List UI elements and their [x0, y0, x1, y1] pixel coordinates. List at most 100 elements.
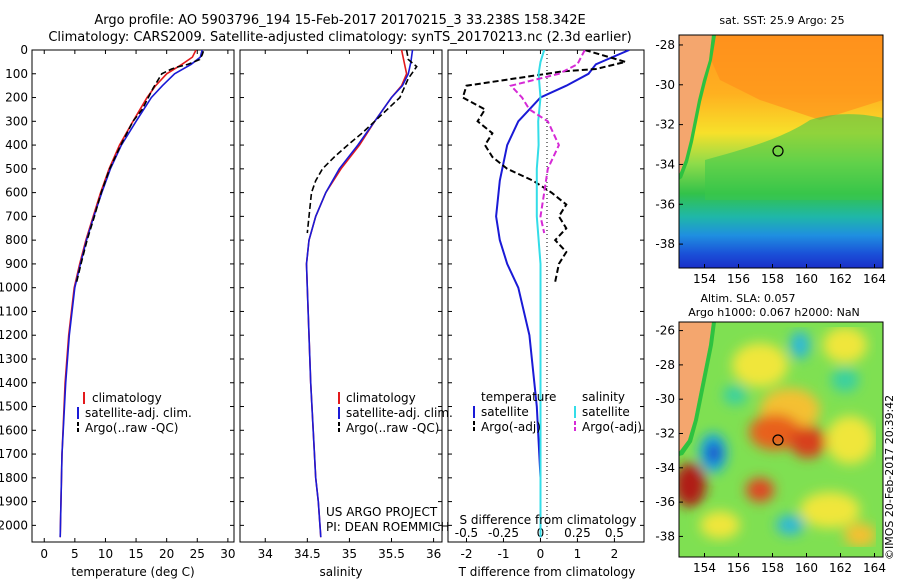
temperature-panel: 0100200300400500600700800900100011001200…	[0, 43, 644, 579]
map-x-tick-label: 158	[761, 272, 784, 286]
series-line-salinity-argo-adj-	[509, 50, 586, 234]
map-y-tick-label: -30	[655, 78, 675, 92]
salinity-x-ticks: 34 34.5 35 35.5 36	[258, 50, 441, 561]
map-y-tick-label: -36	[655, 197, 675, 211]
legend-label-sal-satellite: satellite	[582, 405, 630, 419]
x-tick-label: 10	[98, 547, 113, 561]
x-tick-label: 34	[258, 547, 273, 561]
figure-title-line1: Argo profile: AO 5903796_194 15-Feb-2017…	[94, 13, 585, 28]
x-tick-label: -1	[497, 547, 509, 561]
salinity-axes-frame	[239, 49, 443, 543]
y-tick-label: 1900	[0, 495, 28, 509]
credit-project: US ARGO PROJECT	[326, 505, 438, 519]
x-tick-label: 0	[40, 547, 48, 561]
legend-title-salinity: salinity	[582, 390, 625, 404]
legend-title-temperature: temperature	[481, 390, 556, 404]
map-y-tick-label: -30	[655, 392, 675, 406]
sla-eddy	[776, 515, 804, 535]
y-tick-label: 1500	[0, 400, 28, 414]
series-line-salinity-satellite	[535, 50, 546, 538]
map-x-tick-label: 154	[693, 561, 716, 575]
y-tick-label: 1200	[0, 328, 28, 342]
difference-series	[461, 50, 630, 538]
sla-eddies	[679, 327, 876, 547]
series-line-temperature-argo-adj-	[461, 50, 630, 282]
sla-eddy	[723, 385, 747, 405]
x-tick-label: 35	[342, 547, 357, 561]
x-tick-label: 30	[220, 547, 235, 561]
australia-land	[679, 35, 712, 175]
x-tick-label: 2	[611, 547, 619, 561]
imos-timestamp: ©IMOS 20-Feb-2017 20:39:42	[883, 395, 896, 560]
credit-pi: PI: DEAN ROEMMICH	[326, 520, 449, 534]
y-tick-label: 1800	[0, 471, 28, 485]
sla-eddy	[823, 327, 867, 363]
y-tick-label: 300	[5, 114, 28, 128]
sla-map-field	[679, 322, 883, 557]
temperature-legend: climatology satellite-adj. clim. Argo(..…	[77, 391, 192, 435]
sla-eddy	[826, 416, 874, 464]
coastal-strip	[679, 35, 716, 180]
difference-xlabel-bottom: T difference from climatology	[458, 565, 636, 579]
map-y-tick-label: -28	[655, 358, 675, 372]
map-x-tick-label: 156	[727, 561, 750, 575]
y-tick-label: 900	[5, 257, 28, 271]
difference-xlabel-top: S difference from climatology	[460, 513, 637, 527]
difference-x-ticks: -2 -1 0 1 2-0.5 -0.25 0 0.25 0.5	[455, 50, 624, 561]
map-y-tick-label: -38	[655, 529, 675, 543]
australia-land	[679, 322, 712, 452]
map-y-tick-label: -28	[655, 38, 675, 52]
legend-label-temp-satellite: satellite	[481, 405, 529, 419]
temperature-x-ticks: 0 5 10 15 20 25 30	[40, 50, 236, 561]
sla-map-title-line1: Altim. SLA: 0.057	[700, 292, 795, 305]
figure-title-line2: Climatology: CARS2009. Satellite-adjuste…	[48, 30, 631, 45]
sst-map-title: sat. SST: 25.9 Argo: 25	[719, 14, 844, 27]
difference-legend: temperature salinity satellite Argo(-adj…	[473, 390, 642, 434]
sst-warm-patch	[700, 35, 883, 120]
temperature-xlabel: temperature (deg C)	[71, 565, 194, 579]
temperature-series	[59, 50, 205, 538]
y-tick-label: 200	[5, 91, 28, 105]
legend-label-satellite: satellite-adj. clim.	[346, 406, 453, 420]
coastal-strip	[679, 322, 716, 456]
sst-green-tongue	[705, 114, 883, 200]
map-y-tick-label: -36	[655, 495, 675, 509]
map-y-tick-label: -34	[655, 157, 675, 171]
difference-axes-frame	[447, 49, 645, 543]
sla-eddy	[831, 368, 859, 392]
map-y-tick-label: -32	[655, 426, 675, 440]
x-tick-label: 15	[128, 547, 143, 561]
salinity-xlabel: salinity	[319, 565, 362, 579]
legend-label-climatology: climatology	[92, 391, 162, 405]
sla-eddy	[790, 426, 826, 458]
salinity-legend: climatology satellite-adj. clim. Argo(..…	[338, 391, 453, 435]
series-line-satellite-adj-clim-	[305, 50, 414, 538]
series-line-climatology	[59, 50, 197, 538]
x-tick-label: 0	[537, 547, 545, 561]
sla-eddy	[800, 492, 860, 528]
legend-label-argo: Argo(..raw -QC)	[346, 421, 439, 435]
y-tick-label: 700	[5, 209, 28, 223]
y-tick-label: 600	[5, 186, 28, 200]
top-tick-label: -0.25	[488, 526, 519, 540]
y-tick-label: 0	[20, 43, 28, 57]
series-line-argo-raw-qc-	[306, 50, 418, 234]
salinity-panel: 34 34.5 35 35.5 36 salinity climatology sate…	[239, 49, 453, 579]
legend-label-temp-argo: Argo(-adj)	[481, 420, 541, 434]
argo-float-marker	[772, 145, 784, 157]
x-tick-label: 35.5	[378, 547, 405, 561]
x-tick-label: 34.5	[294, 547, 321, 561]
temperature-axes-frame	[31, 49, 235, 543]
map-x-tick-label: 164	[863, 272, 886, 286]
map-x-tick-label: 158	[761, 561, 784, 575]
series-line-temperature-satellite	[495, 50, 630, 538]
x-tick-label: -2	[461, 547, 473, 561]
top-tick-label: 0.25	[564, 526, 591, 540]
top-tick-label: -0.5	[455, 526, 478, 540]
sla-eddy	[749, 414, 801, 450]
y-tick-label: 1300	[0, 352, 28, 366]
sla-map-frame	[678, 321, 884, 558]
series-line-climatology	[305, 50, 408, 538]
sla-eddy	[700, 511, 740, 539]
